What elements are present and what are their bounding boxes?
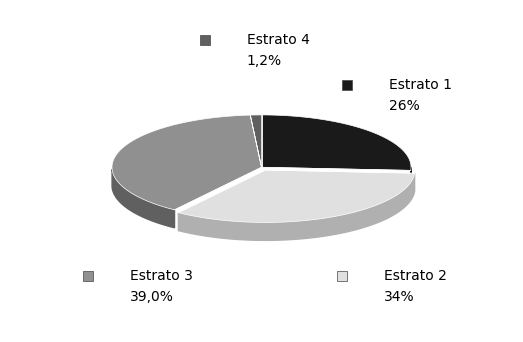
Polygon shape (178, 170, 415, 222)
Polygon shape (112, 115, 262, 210)
Polygon shape (251, 115, 262, 167)
Polygon shape (178, 173, 415, 240)
Text: Estrato 2: Estrato 2 (384, 269, 447, 284)
Text: 26%: 26% (389, 99, 419, 113)
Text: Estrato 3: Estrato 3 (130, 269, 193, 284)
Text: 1,2%: 1,2% (246, 54, 282, 68)
Polygon shape (112, 169, 175, 228)
Text: Estrato 4: Estrato 4 (246, 33, 310, 47)
Polygon shape (262, 115, 411, 170)
Text: 34%: 34% (384, 290, 415, 304)
Text: Estrato 1: Estrato 1 (389, 78, 451, 92)
Text: 39,0%: 39,0% (130, 290, 174, 304)
